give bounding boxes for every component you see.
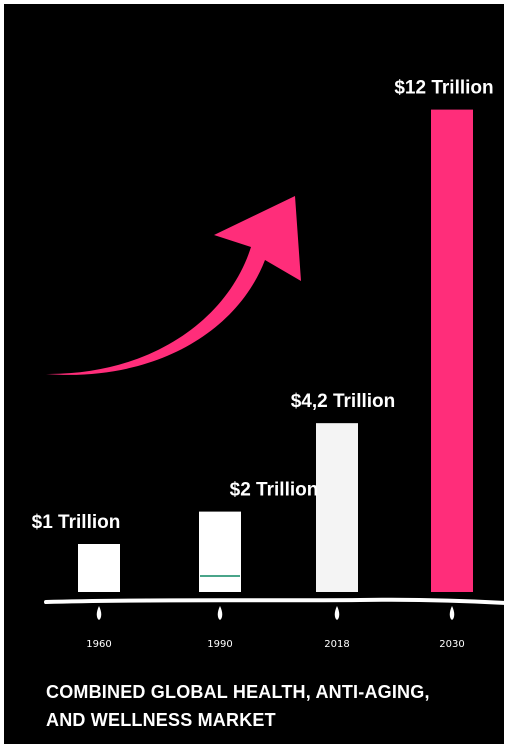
x-tick-2030 [449,606,455,620]
chart-caption: COMBINED GLOBAL HEALTH, ANTI-AGING, AND … [46,678,466,734]
x-tick-1990 [217,606,223,620]
x-axis-line [44,597,508,605]
bar-1960 [78,544,120,592]
caption-line-2: AND WELLNESS MARKET [46,710,276,730]
x-tick-label-2018: 2018 [324,639,349,650]
x-tick-label-1960: 1960 [86,639,111,650]
caption-line-1: COMBINED GLOBAL HEALTH, ANTI-AGING, [46,682,430,702]
x-tick-label-2030: 2030 [439,639,464,650]
data-label-2018: $4,2 Trillion [291,391,396,412]
x-tick-1960 [96,606,102,620]
x-tick-label-1990: 1990 [207,639,232,650]
curved-up-arrow-icon [46,196,301,375]
data-label-2030: $12 Trillion [394,78,493,99]
bar-2018 [316,423,358,592]
data-label-1990: $2 Trillion [230,480,319,501]
x-tick-2018 [334,606,340,620]
bar-2030 [431,109,473,592]
bar-1990 [199,511,241,592]
data-label-1960: $1 Trillion [32,512,121,533]
